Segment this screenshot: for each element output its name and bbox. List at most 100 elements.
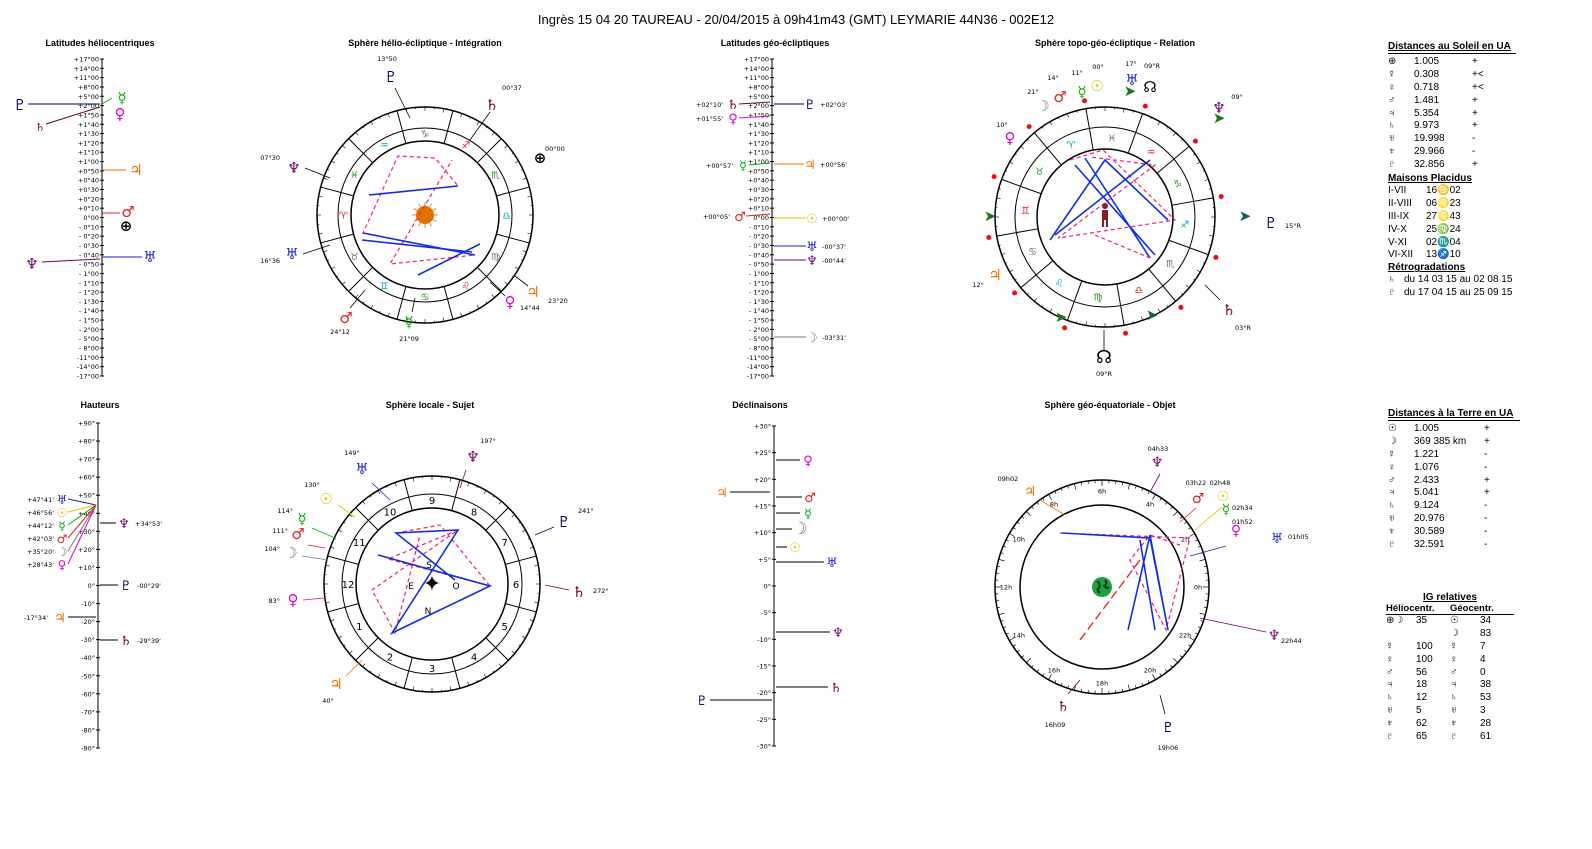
sun-topo-label: 00° <box>1092 63 1104 71</box>
saturn-eq-label: 16h09 <box>1045 721 1066 729</box>
wheel-divider <box>396 110 407 144</box>
chart-title: Ingrès 15 04 20 TAUREAU - 20/04/2015 à 0… <box>537 12 1055 27</box>
segment-label: ♒ <box>380 140 389 151</box>
ig-col-helio: Héliocentr. <box>1386 603 1435 614</box>
degree-tick <box>412 477 415 482</box>
degree-tick <box>476 679 478 683</box>
planet-glyph: ♇ <box>1388 287 1396 299</box>
pluto-lat-label: +02°03' <box>820 101 847 109</box>
wheel-divider <box>1116 283 1125 326</box>
scale-tick-label: -17°00 <box>77 373 99 381</box>
degree-tick <box>460 312 463 317</box>
scale-tick-label: 0°00 <box>83 214 99 222</box>
ig-geo-value: 7 <box>1480 640 1486 652</box>
planet-lead <box>1204 284 1221 301</box>
hour-tick <box>1200 620 1204 622</box>
degree-tick <box>1166 126 1169 129</box>
planet-lead <box>469 111 491 141</box>
scale-tick-label: +5°00 <box>78 93 99 101</box>
dist-terre-row: ☉ 1.005 + <box>1388 423 1520 436</box>
dist-sign: +< <box>1472 68 1484 80</box>
degree-tick <box>460 113 463 118</box>
scale-tick-label: +1°00 <box>78 158 99 166</box>
degree-tick <box>996 197 1001 199</box>
degree-tick <box>511 152 514 155</box>
ig-table: IG relatives Héliocentr. Géocentr. ⊕☽ 35 ☉ 3… <box>1386 592 1514 744</box>
hour-tick <box>1127 483 1131 490</box>
degree-tick <box>511 275 514 278</box>
hour-tick <box>1135 485 1137 489</box>
scale-tick-label: -80° <box>81 726 95 734</box>
planet-glyph: ♄ <box>1388 274 1396 286</box>
jupiter-icon: ♃ <box>129 161 142 179</box>
scale-tick-label: +1°20 <box>748 139 769 147</box>
retro-text: du 17 04 15 au 25 09 15 <box>1404 287 1513 299</box>
jupiter-icon: ♃ <box>804 158 816 173</box>
maison-name: I-VII <box>1388 185 1407 197</box>
sun-icon: ☉ <box>806 212 818 227</box>
jupiter-helio-label: 23°20 <box>548 297 568 305</box>
hour-tick <box>1042 673 1045 677</box>
degree-tick <box>1067 316 1070 321</box>
degree-tick <box>491 132 495 136</box>
jupiter-lat-label: +00°56' <box>820 161 847 169</box>
segment-label: 11 <box>353 538 366 549</box>
maison-name: II-VIII <box>1388 197 1412 209</box>
degree-tick <box>998 188 1001 190</box>
neptune-icon: ♆ <box>1151 455 1164 471</box>
degree-tick <box>1150 314 1152 317</box>
segment-label: ♈ <box>339 211 348 222</box>
degree-tick <box>498 663 502 667</box>
planet-lead <box>1194 506 1223 531</box>
segment-label: ♎ <box>1134 286 1143 297</box>
maison-name: IV-X <box>1388 223 1407 235</box>
ig-helio-value: 100 <box>1416 640 1433 652</box>
mercury-icon: ☿ <box>1222 502 1231 518</box>
planet-glyph: ♀ <box>1388 81 1396 93</box>
planet-lead <box>418 222 421 227</box>
mercury-lead <box>748 162 771 166</box>
ig-geo-value: 0 <box>1480 666 1486 678</box>
hour-label: 16h <box>1048 667 1060 675</box>
scale-tick-label: +10° <box>754 529 771 537</box>
degree-tick <box>534 601 539 604</box>
degree-tick <box>1209 188 1212 190</box>
compass-icon: ✦ <box>423 572 441 597</box>
pluto-helio-label: 13°50 <box>377 55 397 63</box>
degree-tick <box>527 628 531 630</box>
hour-tick <box>1152 494 1156 500</box>
dist-terre-row: ♆ 30.589 - <box>1388 526 1520 539</box>
degree-tick <box>330 619 335 622</box>
dist-sign: - <box>1484 513 1488 525</box>
pluto-icon: ♇ <box>384 68 397 86</box>
pluto-icon: ♇ <box>804 98 816 113</box>
scale-tick-label: - 8°00 <box>79 345 99 353</box>
aspect-line-hard <box>361 239 473 253</box>
segment-label: ♎ <box>502 211 511 222</box>
scale-tick-label: -50° <box>81 672 95 680</box>
scale-tick-label: +30° <box>78 528 95 536</box>
hour-tick <box>1147 680 1150 684</box>
hour-tick <box>1188 644 1192 647</box>
scale-tick-label: +1°10 <box>78 149 99 157</box>
planet-glyph: ♅ <box>1388 513 1396 525</box>
degree-tick <box>1209 235 1214 237</box>
scale-tick-label: -10° <box>757 636 771 644</box>
segment-label: ♌ <box>461 282 470 293</box>
ig-geo-value: 34 <box>1480 615 1492 626</box>
ig-col-geo: Géocentr. <box>1450 603 1494 614</box>
degree-tick <box>527 195 532 198</box>
scale-tick-label: - 0°40 <box>79 251 99 259</box>
planet-lead <box>1179 507 1197 523</box>
maison-row: IV-X 25♍24 <box>1388 224 1516 237</box>
degree-tick <box>1123 108 1125 113</box>
scale-tick-label: +0°40 <box>78 177 99 185</box>
degree-tick <box>362 301 365 304</box>
planet-lead <box>418 203 421 208</box>
venus-icon: ♀ <box>728 112 738 127</box>
scale-tick-label: -20° <box>81 618 95 626</box>
hour-label: 18h <box>1096 680 1108 688</box>
scale-tick-label: - 1°50 <box>79 317 99 325</box>
scale-tick-label: +14°00 <box>744 65 769 73</box>
degree-tick <box>327 611 330 613</box>
